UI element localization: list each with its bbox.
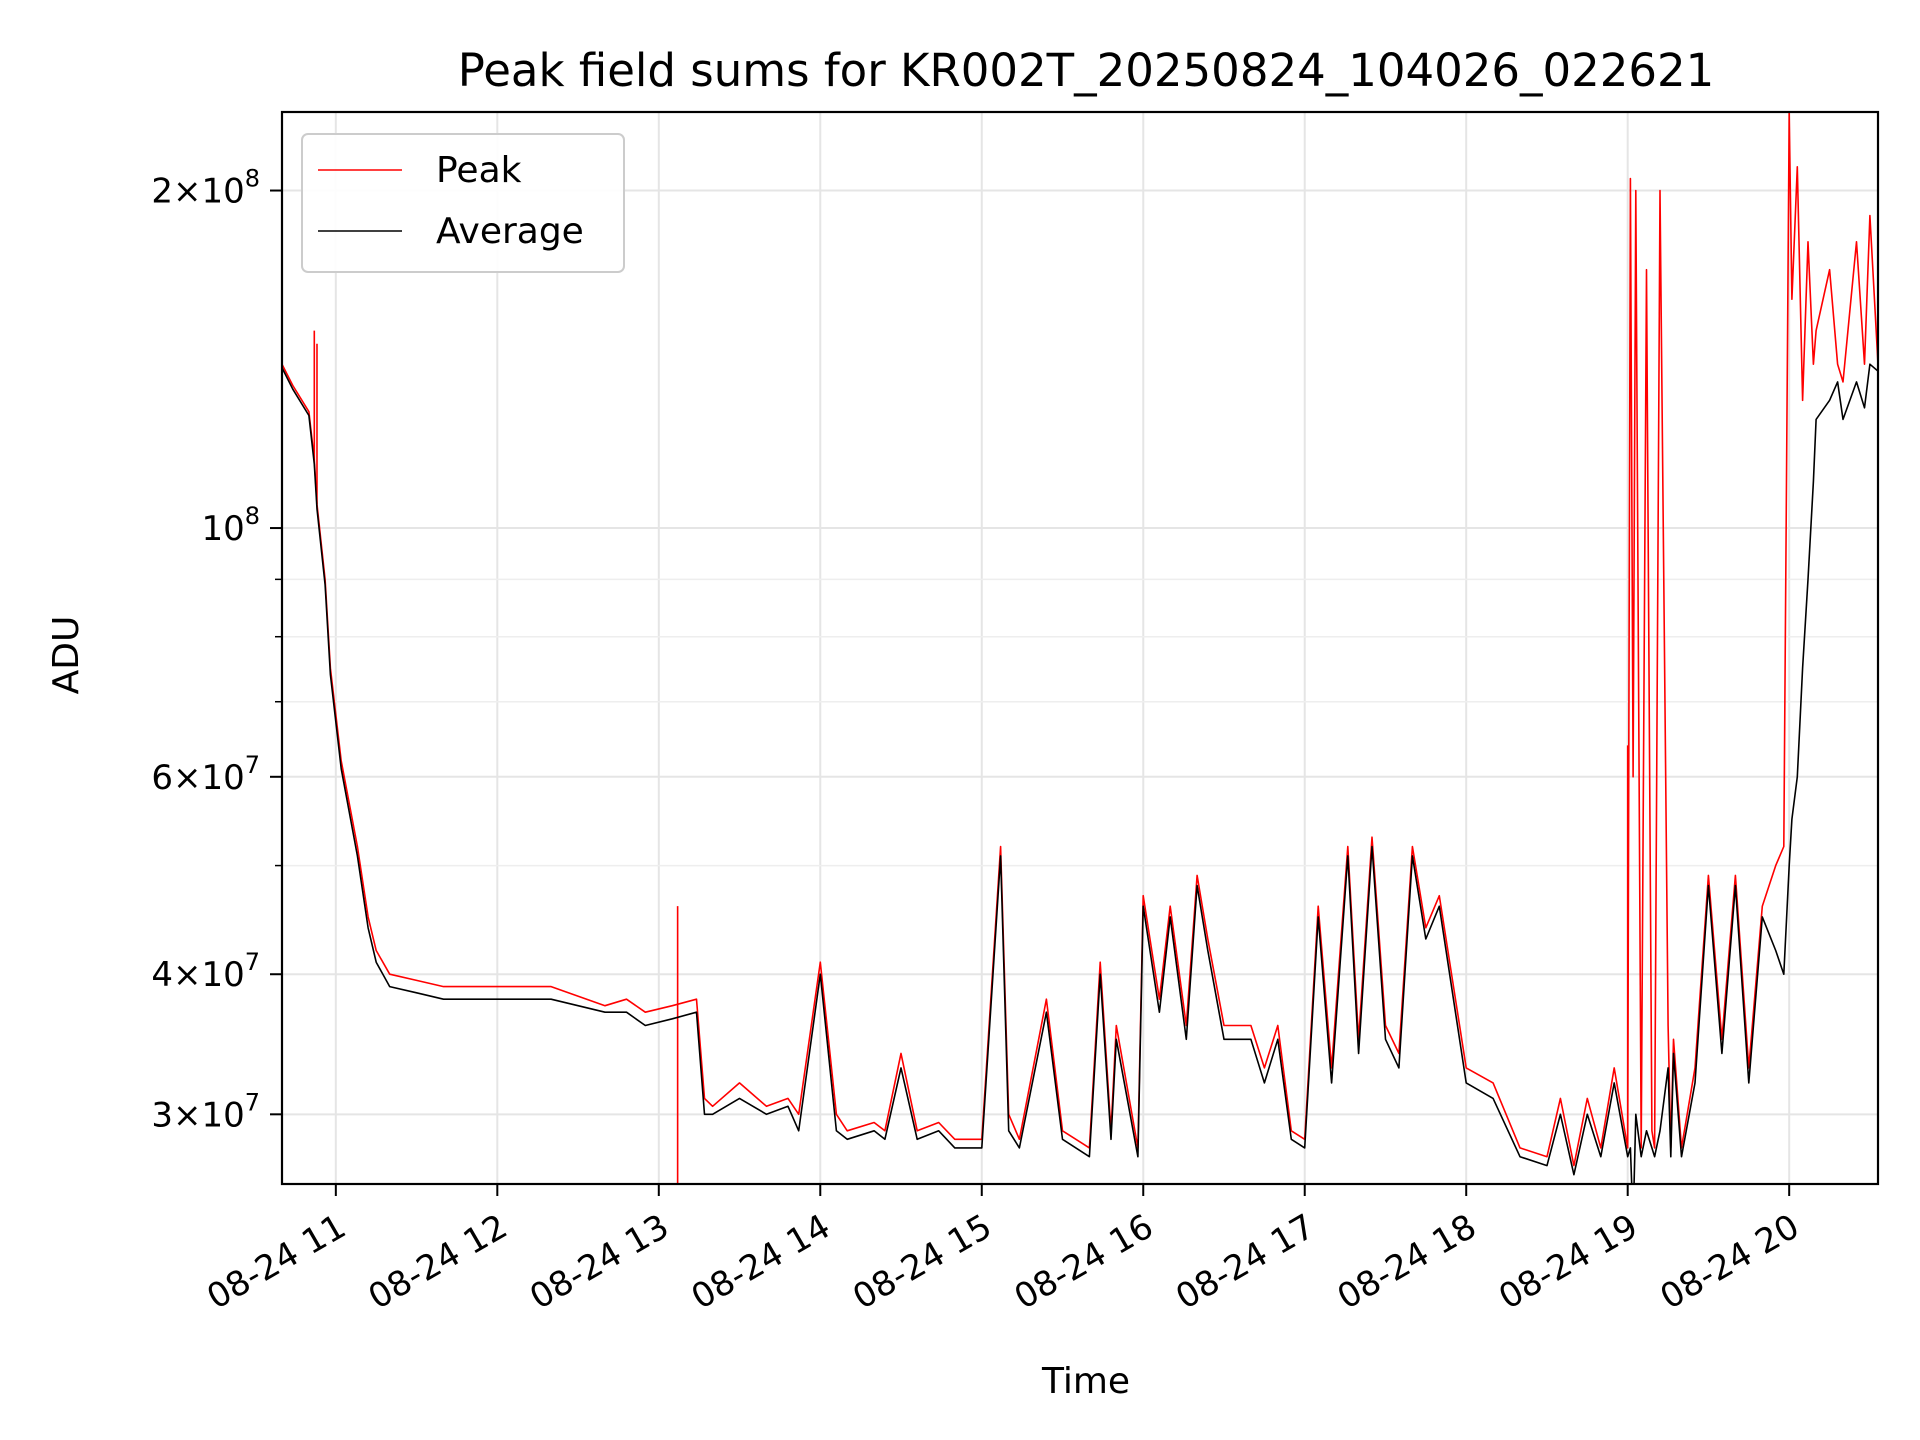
legend-label-average: Average bbox=[436, 211, 584, 252]
legend-label-peak: Peak bbox=[436, 150, 522, 191]
grid bbox=[282, 112, 1878, 1184]
y-tick-label: 4×107 bbox=[151, 948, 260, 995]
series-line-average bbox=[282, 363, 1878, 1184]
y-axis-label: ADU bbox=[46, 616, 87, 695]
plot-frame bbox=[280, 110, 1880, 1186]
series-layer bbox=[282, 112, 1878, 1184]
legend: Peak Average bbox=[301, 133, 625, 273]
y-tick-label: 3×107 bbox=[151, 1088, 260, 1135]
series-group bbox=[282, 112, 1878, 1184]
legend-box bbox=[301, 133, 625, 273]
chart-title: Peak field sums for KR002T_20250824_1040… bbox=[458, 44, 1715, 97]
y-tick-label: 2×108 bbox=[151, 165, 260, 212]
y-tick-label: 108 bbox=[201, 502, 260, 549]
x-axis-label: Time bbox=[1041, 1361, 1130, 1402]
series-line-peak bbox=[282, 112, 1878, 1167]
y-tick-label: 6×107 bbox=[151, 751, 260, 798]
